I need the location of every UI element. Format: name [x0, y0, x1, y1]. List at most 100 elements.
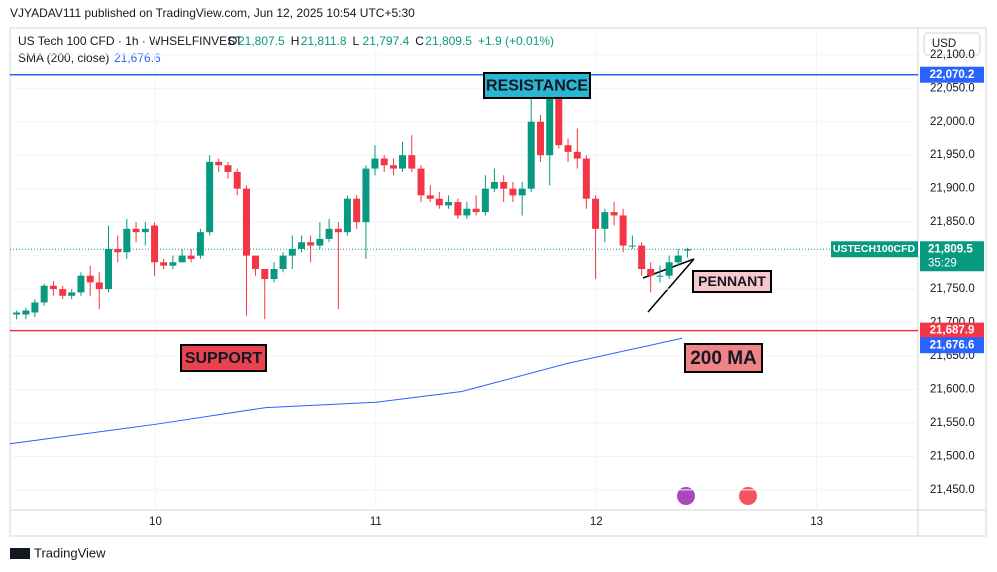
- y-tick-label: 21,850.0: [930, 216, 975, 228]
- y-tick-label: 21,500.0: [930, 450, 975, 462]
- candle-body: [334, 228, 342, 233]
- candle-body: [481, 188, 489, 213]
- y-tick-label: 21,750.0: [930, 283, 975, 295]
- ohlc-legend: O 21,807.5 H 21,811.8 L 21,797.4 C 21,809.5: [228, 34, 472, 48]
- candle-body: [86, 275, 94, 283]
- candle-body: [536, 121, 544, 156]
- candle-body: [215, 161, 223, 166]
- candle-body: [196, 232, 204, 256]
- symbol-tag: [831, 241, 918, 258]
- price-tag: [920, 322, 984, 339]
- candle-body: [325, 228, 333, 239]
- candle-body: [628, 245, 636, 247]
- candle-body: [141, 228, 149, 233]
- candle-body: [123, 228, 131, 253]
- candle-body: [454, 202, 462, 216]
- annotation: RESISTANCE: [486, 78, 588, 95]
- candle-body: [279, 255, 287, 269]
- change: +1.9 (+0.01%): [478, 34, 554, 48]
- candle-body: [362, 168, 370, 223]
- annotation: SUPPORT: [185, 350, 263, 367]
- candle-body: [31, 302, 39, 313]
- logo-mark: [10, 548, 30, 559]
- price-tag-label: 22,070.2: [930, 69, 975, 81]
- candle-body: [647, 269, 655, 276]
- candle-body: [95, 282, 103, 290]
- candle-body: [683, 249, 691, 251]
- candle-body: [288, 248, 296, 256]
- y-tick-label: 21,550.0: [930, 417, 975, 429]
- symbol-tag-label: USTECH100CFD: [833, 243, 916, 255]
- candle-body: [564, 145, 572, 152]
- candle-body: [187, 255, 195, 259]
- sma-line: [9, 337, 683, 445]
- candle-body: [242, 188, 250, 256]
- candle-body: [59, 289, 67, 296]
- candle-body: [160, 262, 168, 266]
- sma-label: SMA (200, close): [18, 51, 109, 65]
- annotation-box: [483, 72, 591, 99]
- sma-price-tag: 21,676.6: [930, 339, 975, 351]
- candle-body: [298, 242, 306, 249]
- y-tick-label: 21,950.0: [930, 149, 975, 161]
- candle-body: [22, 310, 30, 315]
- pennant-line: [647, 258, 695, 313]
- candle-body: [674, 255, 682, 263]
- annotation-box: [692, 270, 772, 293]
- candle-body: [105, 248, 113, 290]
- candle-body: [132, 228, 140, 233]
- candle-body: [224, 165, 232, 172]
- ohlc-value: 21,811.8: [301, 34, 347, 48]
- candle-body: [546, 94, 554, 156]
- candle-body: [307, 242, 315, 246]
- ohlc-key: L: [353, 34, 360, 48]
- annotation-box: [684, 343, 763, 373]
- candle-body: [472, 208, 480, 213]
- footer-logo: TradingView: [10, 545, 106, 560]
- currency-button[interactable]: [923, 32, 981, 56]
- last-price-label: 21,809.5: [928, 243, 973, 255]
- candle-body: [610, 212, 618, 216]
- footer: TradingView: [34, 545, 106, 560]
- candle-body: [233, 171, 241, 189]
- currency[interactable]: USD: [932, 38, 956, 50]
- ohlc-key: C: [415, 34, 424, 48]
- price-tag: [920, 66, 984, 83]
- y-tick-label: 22,050.0: [930, 82, 975, 94]
- candle-body: [592, 198, 600, 229]
- ohlc-value: 21,809.5: [425, 34, 472, 48]
- candle-body: [77, 275, 85, 293]
- candle-body: [527, 121, 535, 189]
- price-tag: [920, 337, 984, 354]
- candle-body: [252, 255, 260, 269]
- candle-body: [435, 198, 443, 206]
- y-tick-label: 22,100.0: [930, 49, 975, 61]
- candle-body: [178, 255, 186, 263]
- event-icon[interactable]: [739, 487, 757, 505]
- candle-body: [408, 155, 416, 169]
- candle-body: [656, 275, 664, 277]
- y-tick-label: 22,000.0: [930, 116, 975, 128]
- event-icon[interactable]: [677, 487, 695, 505]
- candle-body: [555, 94, 563, 146]
- ohlc-key: O: [228, 34, 237, 48]
- price-tag: [920, 241, 984, 272]
- candle-body: [445, 202, 453, 206]
- ohlc-value: 21,807.5: [238, 34, 285, 48]
- candle-body: [380, 158, 388, 166]
- annotation: 200 MA: [690, 348, 757, 369]
- candle-body: [261, 269, 269, 280]
- candle-body: [490, 181, 498, 189]
- candle-body: [49, 285, 57, 290]
- annotation: PENNANT: [698, 273, 766, 289]
- sma-value: 21,676.6: [114, 51, 161, 65]
- candle-body: [573, 151, 581, 159]
- candle-body: [151, 225, 159, 263]
- candle-body: [500, 181, 508, 189]
- price-tag-label: 21,687.9: [930, 325, 975, 337]
- y-tick-label: 21,900.0: [930, 183, 975, 195]
- candle-body: [601, 212, 609, 229]
- candle-body: [40, 285, 48, 303]
- candle-body: [463, 208, 471, 216]
